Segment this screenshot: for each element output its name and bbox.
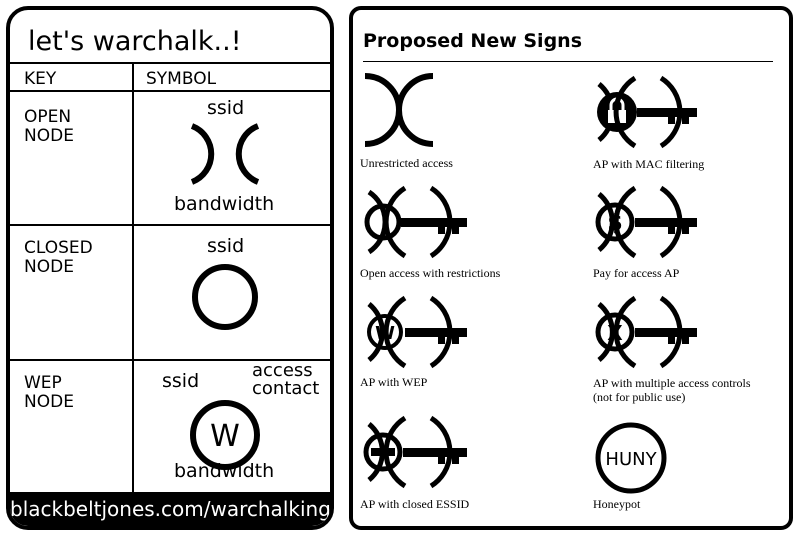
caption: AP with closed ESSID [360,497,470,511]
caption: Unrestricted access [360,156,453,170]
footer-url: blackbeltjones.com/warchalking [10,492,330,526]
svg-text:HUNY: HUNY [605,449,657,470]
bandwidth-label: bandwidth [174,460,275,482]
panel-title: Proposed New Signs [363,30,583,52]
warchalk-card: let's warchalk..! KEY SYMBOL OPEN NODE ss… [6,6,334,530]
honeypot-icon: HUNY [595,422,667,494]
divider [10,90,330,92]
ssid-label: ssid [207,97,245,119]
wep-key-icon: W [367,295,467,369]
multiple-controls-key-icon: X [595,295,697,369]
divider [10,359,330,361]
padlock-key-icon [597,75,697,149]
svg-text:W: W [210,419,240,454]
key-wep-node: WEP NODE [24,373,74,412]
key-header: KEY [24,69,57,89]
open-node-brackets-icon [364,73,434,147]
closed-node-icon [192,264,258,330]
caption: Pay for access AP [593,266,680,280]
closed-essid-key-icon [363,415,467,489]
bandwidth-label: bandwidth [174,193,275,215]
title-rule [363,61,773,62]
symbol-header: SYMBOL [146,69,217,89]
caption: AP with MAC filtering [593,157,705,171]
proposed-signs-panel: Proposed New Signs Unrestricted access A… [349,6,793,530]
access-contact-label: access contact [252,360,320,399]
caption: Open access with restrictions [360,266,501,280]
caption: AP with WEP [360,375,428,389]
ssid-label: ssid [162,370,200,392]
divider [10,62,330,64]
caption: AP with multiple access controls (not for… [593,376,751,404]
wep-node-icon: W [190,400,260,470]
open-circle-key-icon [364,185,467,259]
ssid-label: ssid [207,235,245,257]
dollar-key-icon: $ [595,185,697,259]
column-divider [132,62,134,493]
caption: Honeypot [593,497,641,511]
card-title: let's warchalk..! [28,26,242,57]
key-closed-node: CLOSED NODE [24,238,93,277]
divider [10,224,330,226]
key-open-node: OPEN NODE [24,107,74,146]
open-node-icon [190,123,260,185]
